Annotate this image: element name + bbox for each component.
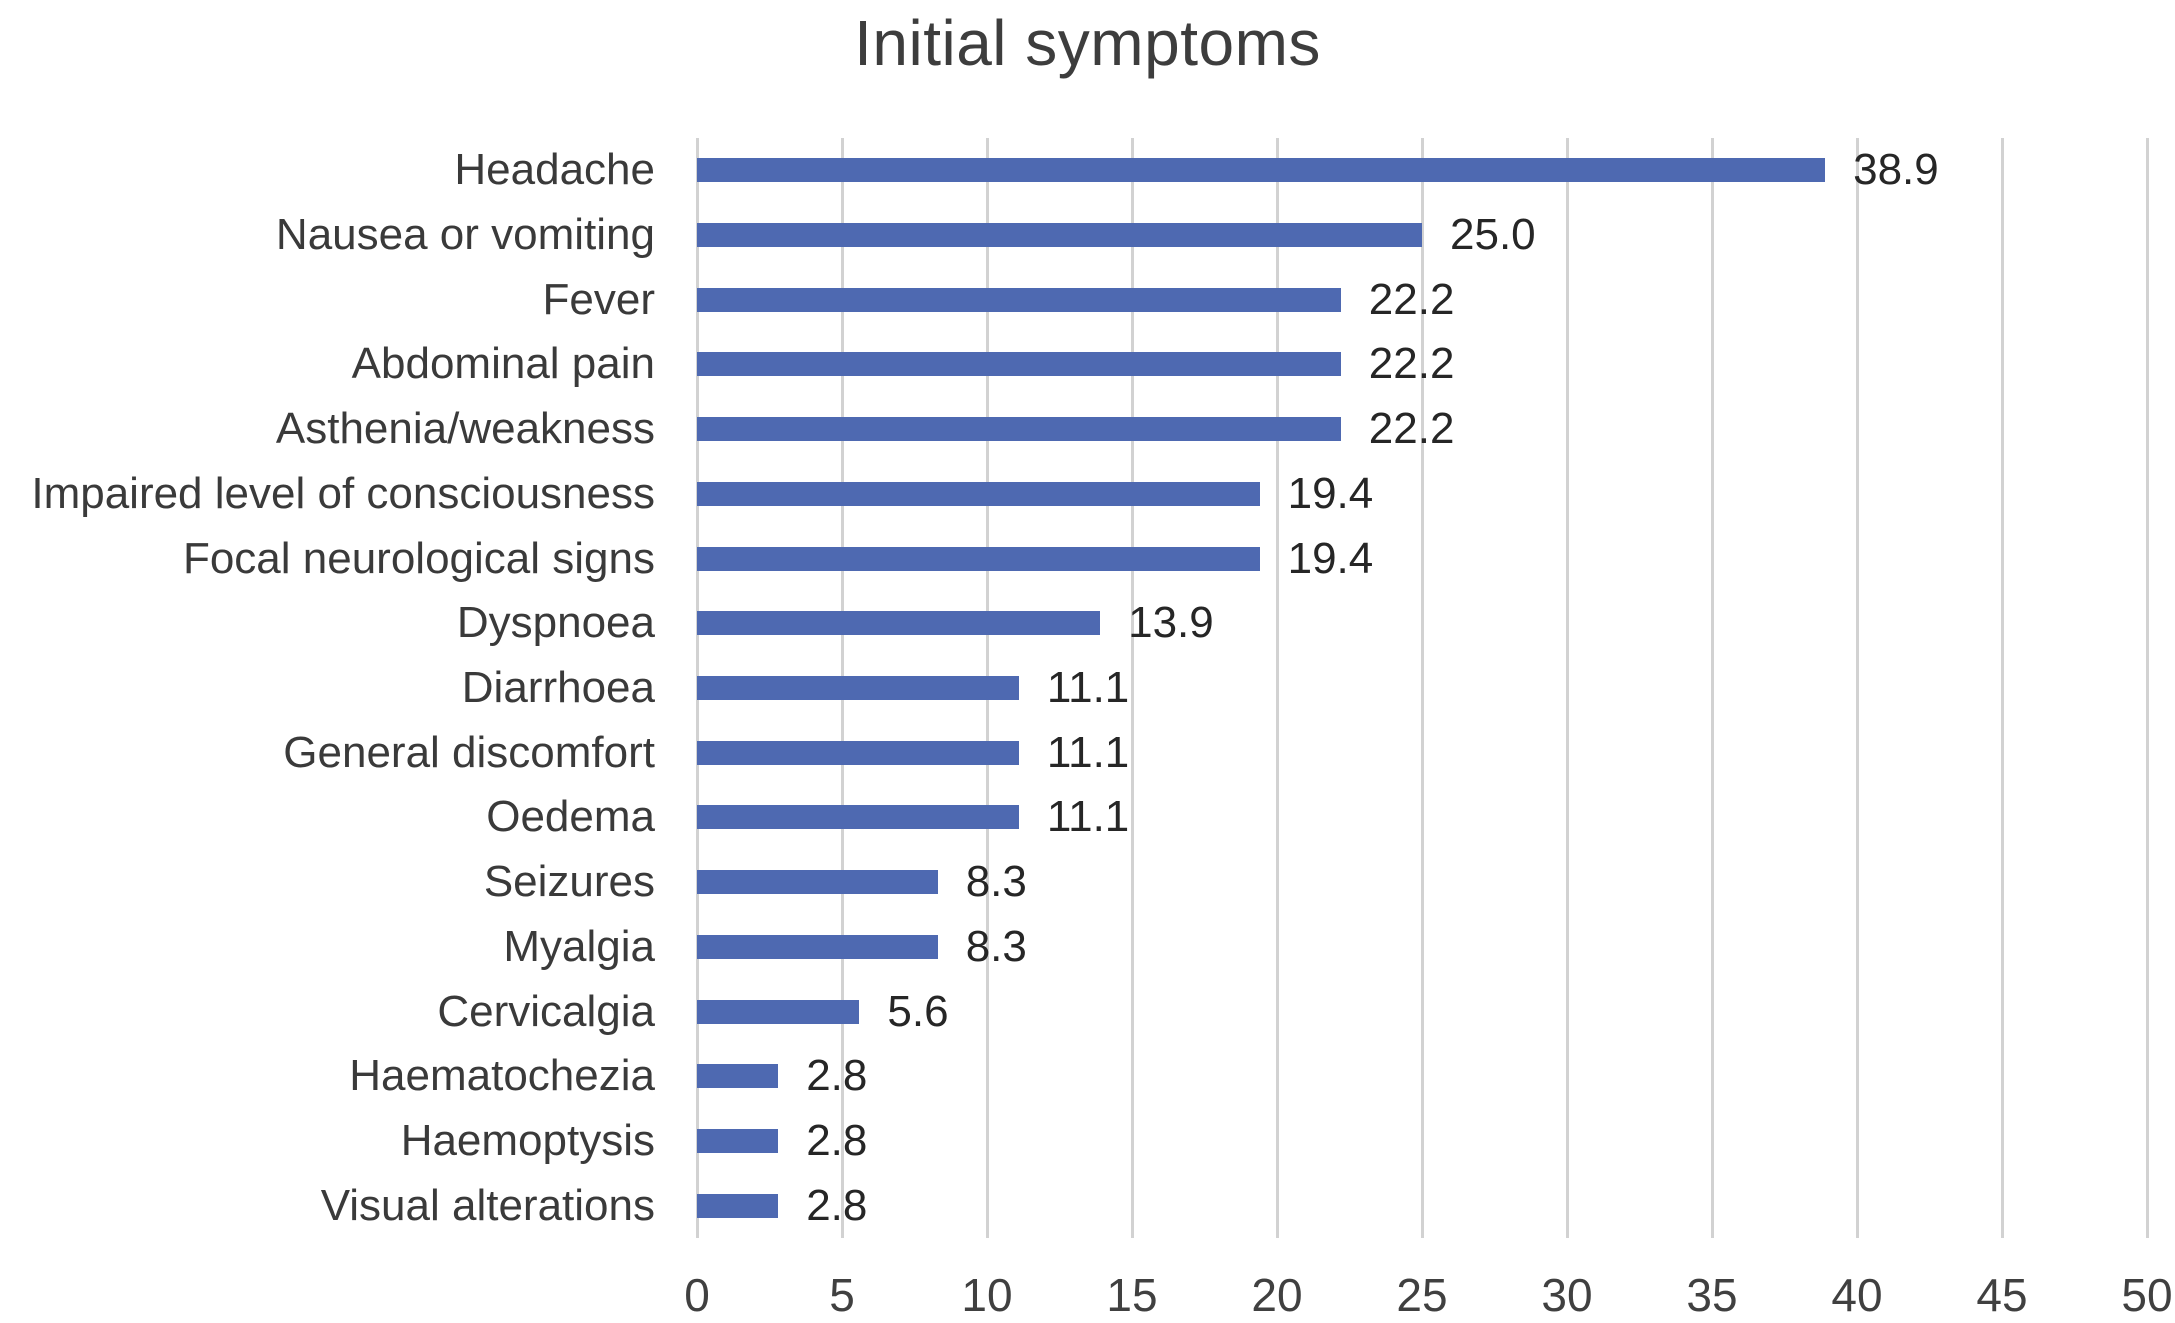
x-tick-label: 30 [1541, 1269, 1593, 1321]
value-label: 8.3 [965, 857, 1027, 907]
gridline [2145, 138, 2149, 1238]
category-label: Haemoptysis [400, 1115, 655, 1165]
bar-row: 13.9 [697, 591, 2147, 656]
value-label: 8.3 [965, 921, 1027, 971]
category-label: Diarrhoea [461, 662, 655, 712]
x-tick-label: 35 [1686, 1269, 1738, 1321]
value-label: 22.2 [1368, 404, 1455, 454]
value-label: 2.8 [806, 1180, 868, 1230]
gridline [1420, 138, 1424, 1238]
bar [697, 934, 938, 959]
bar-row: 22.2 [697, 332, 2147, 397]
category-label: Abdominal pain [351, 339, 655, 389]
bar-row: 22.2 [697, 267, 2147, 332]
bar-row: 11.1 [697, 720, 2147, 785]
value-label: 13.9 [1128, 598, 1214, 648]
value-label: 11.1 [1046, 792, 1130, 842]
bar-row: 2.8 [697, 1109, 2147, 1174]
category-label: Nausea or vomiting [275, 210, 655, 260]
bar [697, 546, 1260, 571]
category-label: Impaired level of consciousness [31, 468, 655, 518]
bar [697, 999, 860, 1024]
gridline [1130, 138, 1134, 1238]
bar [697, 740, 1019, 765]
bar [697, 870, 938, 895]
chart-title: Initial symptoms [854, 7, 1321, 79]
bar [697, 611, 1101, 636]
category-label: Fever [542, 274, 655, 324]
bar [697, 287, 1341, 312]
value-label: 5.6 [887, 986, 949, 1036]
bar-row: 11.1 [697, 656, 2147, 721]
value-label: 11.1 [1046, 662, 1130, 712]
category-label: Haematochezia [349, 1051, 655, 1101]
bar-row: 19.4 [697, 526, 2147, 591]
bar [697, 1064, 779, 1089]
category-label: General discomfort [283, 727, 655, 777]
bar [697, 1193, 779, 1218]
category-label: Visual alterations [320, 1180, 655, 1230]
category-axis: Headache Nausea or vomiting Fever Abdominal… [0, 138, 655, 1238]
x-tick-label: 5 [829, 1269, 855, 1321]
bar-row: 8.3 [697, 850, 2147, 915]
bar [697, 675, 1019, 700]
bar [697, 158, 1826, 183]
bar-row: 11.1 [697, 785, 2147, 850]
value-label: 19.4 [1287, 468, 1374, 518]
bar-row: 19.4 [697, 462, 2147, 527]
value-label: 38.9 [1853, 145, 1939, 195]
bar [697, 417, 1341, 442]
x-tick-label: 10 [961, 1269, 1013, 1321]
value-label: 2.8 [806, 1051, 868, 1101]
value-label: 22.2 [1368, 339, 1455, 389]
x-tick-label: 50 [2121, 1269, 2173, 1321]
bar [697, 223, 1422, 248]
bar-row: 2.8 [697, 1044, 2147, 1109]
category-label: Cervicalgia [437, 986, 655, 1036]
gridline [1565, 138, 1569, 1238]
x-tick-label: 0 [684, 1269, 710, 1321]
gridline [1275, 138, 1279, 1238]
category-label: Myalgia [503, 921, 655, 971]
category-label: Dyspnoea [456, 598, 655, 648]
plot-area: 38.9 25.0 22.2 22.2 22.2 19.4 19.4 13.9 11.1 11.1… [695, 138, 2149, 1238]
bar-row: 5.6 [697, 979, 2147, 1044]
x-tick-label: 25 [1396, 1269, 1448, 1321]
value-label: 25.0 [1450, 210, 1536, 260]
category-label: Asthenia/weakness [275, 404, 655, 454]
x-axis: 0 5 10 15 20 25 30 35 40 45 50 [684, 1269, 2172, 1323]
bar-row: 2.8 [697, 1173, 2147, 1238]
gridline [2000, 138, 2004, 1238]
value-label: 2.8 [806, 1115, 868, 1165]
gridline [1855, 138, 1859, 1238]
x-tick-label: 40 [1831, 1269, 1883, 1321]
bar-row: 38.9 [697, 138, 2147, 203]
bar [697, 481, 1260, 506]
bar-row: 8.3 [697, 914, 2147, 979]
category-label: Oedema [486, 792, 655, 842]
gridline [1710, 138, 1714, 1238]
x-tick-label: 15 [1106, 1269, 1158, 1321]
bar [697, 352, 1341, 377]
bar [697, 805, 1019, 830]
value-label: 22.2 [1368, 274, 1455, 324]
x-tick-label: 45 [1976, 1269, 2028, 1321]
category-label: Focal neurological signs [182, 533, 655, 583]
bar [697, 1128, 779, 1153]
x-tick-label: 20 [1251, 1269, 1303, 1321]
bar-row: 25.0 [697, 203, 2147, 268]
value-label: 11.1 [1046, 727, 1130, 777]
value-label: 19.4 [1287, 533, 1374, 583]
bar-row: 22.2 [697, 397, 2147, 462]
category-label: Seizures [483, 857, 655, 907]
category-label: Headache [454, 145, 655, 195]
